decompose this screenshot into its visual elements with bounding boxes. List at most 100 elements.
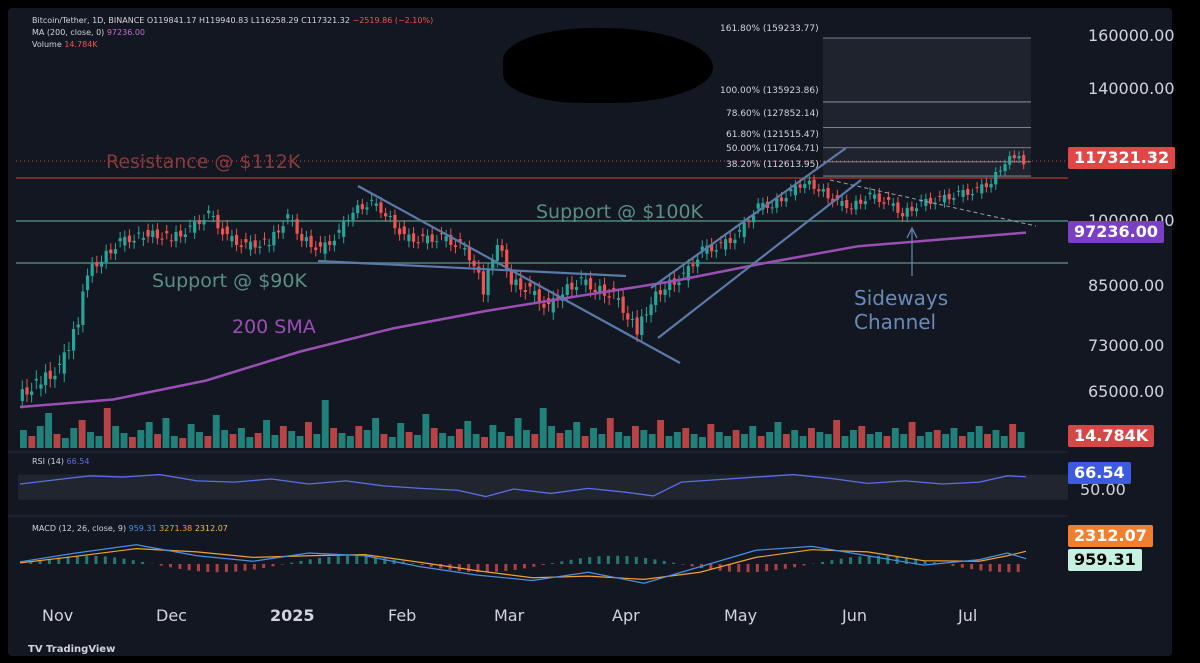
candle-body: [402, 226, 406, 235]
volume-bar: [690, 434, 698, 448]
candle-body: [44, 372, 48, 386]
volume-bar: [405, 432, 413, 448]
candle-body: [602, 284, 607, 296]
volume-bar: [925, 432, 933, 448]
volume-bar: [313, 434, 321, 448]
candle-body: [519, 278, 523, 290]
candle-body: [48, 370, 52, 379]
macd-histogram-bar: [373, 557, 377, 564]
candle-body: [216, 214, 220, 229]
candle-body: [868, 192, 872, 195]
candle-body: [90, 263, 94, 276]
macd-histogram-bar: [672, 562, 676, 564]
volume-bar: [699, 437, 706, 448]
fib-zone: [823, 38, 1031, 177]
macd-histogram-bar: [1016, 564, 1020, 573]
candle-body: [179, 230, 183, 237]
candle-body: [626, 313, 630, 320]
macd-histogram-bar: [830, 560, 834, 564]
candle-body: [360, 204, 364, 210]
volume-bar: [78, 420, 86, 448]
candle-body: [677, 282, 681, 286]
volume-bar: [975, 426, 983, 448]
candle-body: [439, 233, 444, 235]
macd-histogram-bar: [662, 560, 666, 564]
candle-body: [346, 219, 350, 221]
macd-histogram-bar: [932, 562, 936, 564]
tradingview-brand[interactable]: TV TradingView: [28, 644, 115, 655]
volume-bar: [36, 426, 44, 448]
price-chart[interactable]: [8, 8, 1172, 656]
candle-body: [314, 247, 318, 251]
fib-label-382: 38.20% (112613.95): [726, 160, 819, 170]
macd-histogram-bar: [523, 564, 526, 569]
volume-bar: [430, 428, 438, 448]
macd-histogram-bar: [960, 564, 964, 568]
volume-bar: [833, 420, 841, 448]
candle-body: [248, 241, 253, 250]
candle-body: [975, 187, 979, 189]
macd-histogram-bar: [513, 564, 517, 570]
ma-legend-label: MA (200, close, 0): [32, 28, 105, 37]
volume-bar: [28, 436, 36, 448]
candle-body: [99, 261, 104, 267]
macd-histogram-bar: [914, 558, 918, 564]
candle-body: [397, 228, 402, 235]
macd-histogram-bar: [783, 564, 787, 569]
fib-label-1000: 100.00% (135923.86): [720, 86, 819, 96]
candle-body: [165, 231, 169, 234]
candle-body: [733, 239, 737, 244]
volume-legend-label: Volume: [32, 40, 62, 49]
volume-bar: [841, 436, 849, 448]
macd-histogram-bar: [66, 556, 70, 564]
trendline-0: [357, 185, 681, 364]
x-tick-mar: Mar: [494, 606, 525, 625]
volume-bar: [883, 436, 891, 448]
candle-body: [444, 236, 448, 242]
macd-histogram-bar: [485, 564, 489, 573]
volume-bar: [346, 436, 354, 448]
candle-body: [821, 189, 826, 192]
candle-body: [188, 225, 192, 227]
candle-body: [211, 215, 215, 217]
volume-bar: [472, 434, 480, 448]
x-tick-nov: Nov: [42, 606, 74, 625]
macd-histogram-bar: [532, 564, 536, 567]
chart-window: Bitcoin/Tether, 1D, BINANCE O119841.17 H…: [8, 8, 1176, 656]
candle-body: [169, 240, 173, 242]
candle-body: [877, 193, 881, 203]
volume-bar: [858, 426, 866, 448]
candle-body: [658, 290, 662, 295]
macd-histogram-bar: [951, 564, 955, 566]
volume-bar: [338, 433, 346, 448]
volume-bar: [598, 434, 606, 448]
candle-body: [407, 234, 411, 242]
volume-bar: [87, 432, 94, 448]
volume-bar: [489, 425, 497, 448]
candle-body: [342, 221, 346, 237]
volume-bar: [900, 434, 908, 448]
candle-body: [323, 242, 327, 254]
candle-body: [370, 199, 374, 201]
volume-bar: [103, 408, 111, 448]
volume-bar: [296, 436, 304, 448]
candle-body: [849, 208, 853, 210]
macd-histogram-bar: [727, 564, 731, 572]
volume-bar: [657, 420, 665, 448]
volume-bar: [112, 426, 120, 448]
candle-body: [775, 198, 779, 208]
volume-bar: [875, 432, 882, 448]
candle-body: [807, 180, 812, 185]
candle-body: [430, 234, 434, 242]
x-tick-may: May: [724, 606, 758, 625]
sideways-arrow-head: [906, 226, 918, 239]
candle-body: [183, 234, 187, 237]
volume-bar: [179, 438, 187, 448]
volume-bar: [849, 430, 857, 448]
macd-histogram-bar: [113, 557, 117, 564]
volume-bar: [137, 430, 145, 448]
ma-legend: MA (200, close, 0) 97236.00: [32, 28, 145, 37]
candle-body: [784, 197, 788, 202]
candle-body: [151, 230, 155, 237]
volume-bar: [388, 437, 396, 448]
